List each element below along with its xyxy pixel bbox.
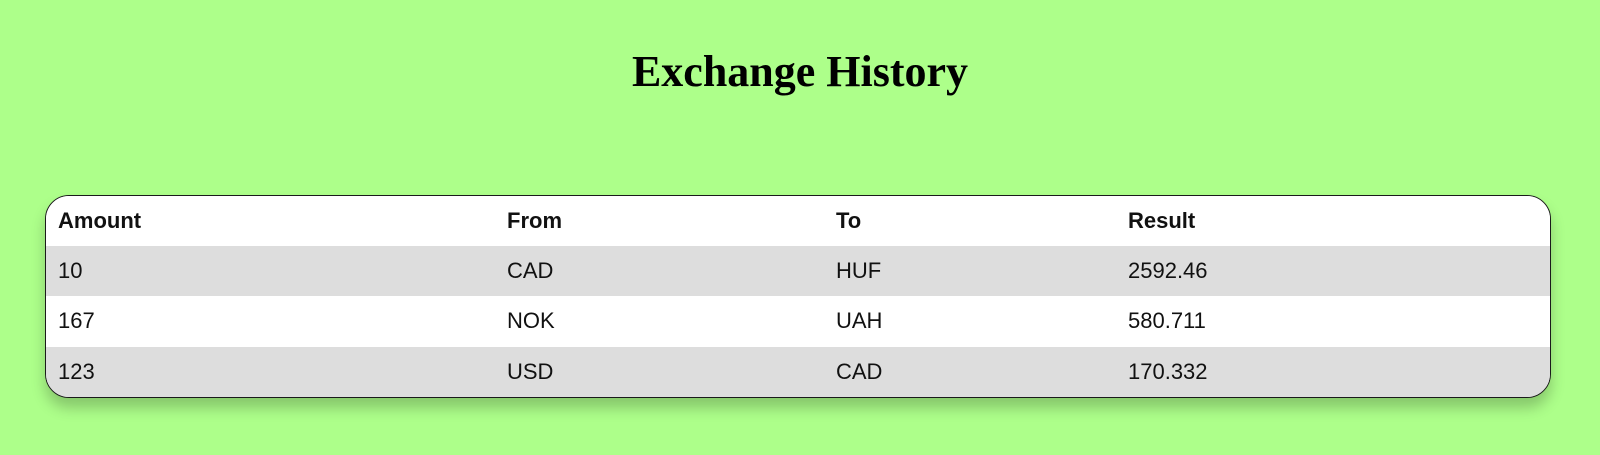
cell-result: 580.711 <box>1116 296 1550 347</box>
cell-result: 170.332 <box>1116 346 1550 397</box>
cell-to: CAD <box>824 346 1116 397</box>
cell-from: CAD <box>495 246 824 297</box>
cell-to: UAH <box>824 296 1116 347</box>
cell-result: 2592.46 <box>1116 246 1550 297</box>
table-row: 167 NOK UAH 580.711 <box>46 296 1550 347</box>
exchange-history-table: Amount From To Result 10 CAD HUF 2592.46… <box>45 195 1551 398</box>
page-title: Exchange History <box>631 47 969 96</box>
cell-from: NOK <box>495 296 824 347</box>
column-header-amount: Amount <box>46 196 495 246</box>
table-row: 123 USD CAD 170.332 <box>46 346 1550 397</box>
history-table: Amount From To Result 10 CAD HUF 2592.46… <box>46 196 1550 397</box>
table-body: 10 CAD HUF 2592.46 167 NOK UAH 580.711 1… <box>46 246 1550 397</box>
table-header: Amount From To Result <box>46 196 1550 246</box>
header-row: Amount From To Result <box>46 196 1550 246</box>
table-row: 10 CAD HUF 2592.46 <box>46 246 1550 297</box>
cell-amount: 10 <box>46 246 495 297</box>
cell-to: HUF <box>824 246 1116 297</box>
column-header-from: From <box>495 196 824 246</box>
column-header-result: Result <box>1116 196 1550 246</box>
cell-from: USD <box>495 346 824 397</box>
column-header-to: To <box>824 196 1116 246</box>
cell-amount: 167 <box>46 296 495 347</box>
cell-amount: 123 <box>46 346 495 397</box>
